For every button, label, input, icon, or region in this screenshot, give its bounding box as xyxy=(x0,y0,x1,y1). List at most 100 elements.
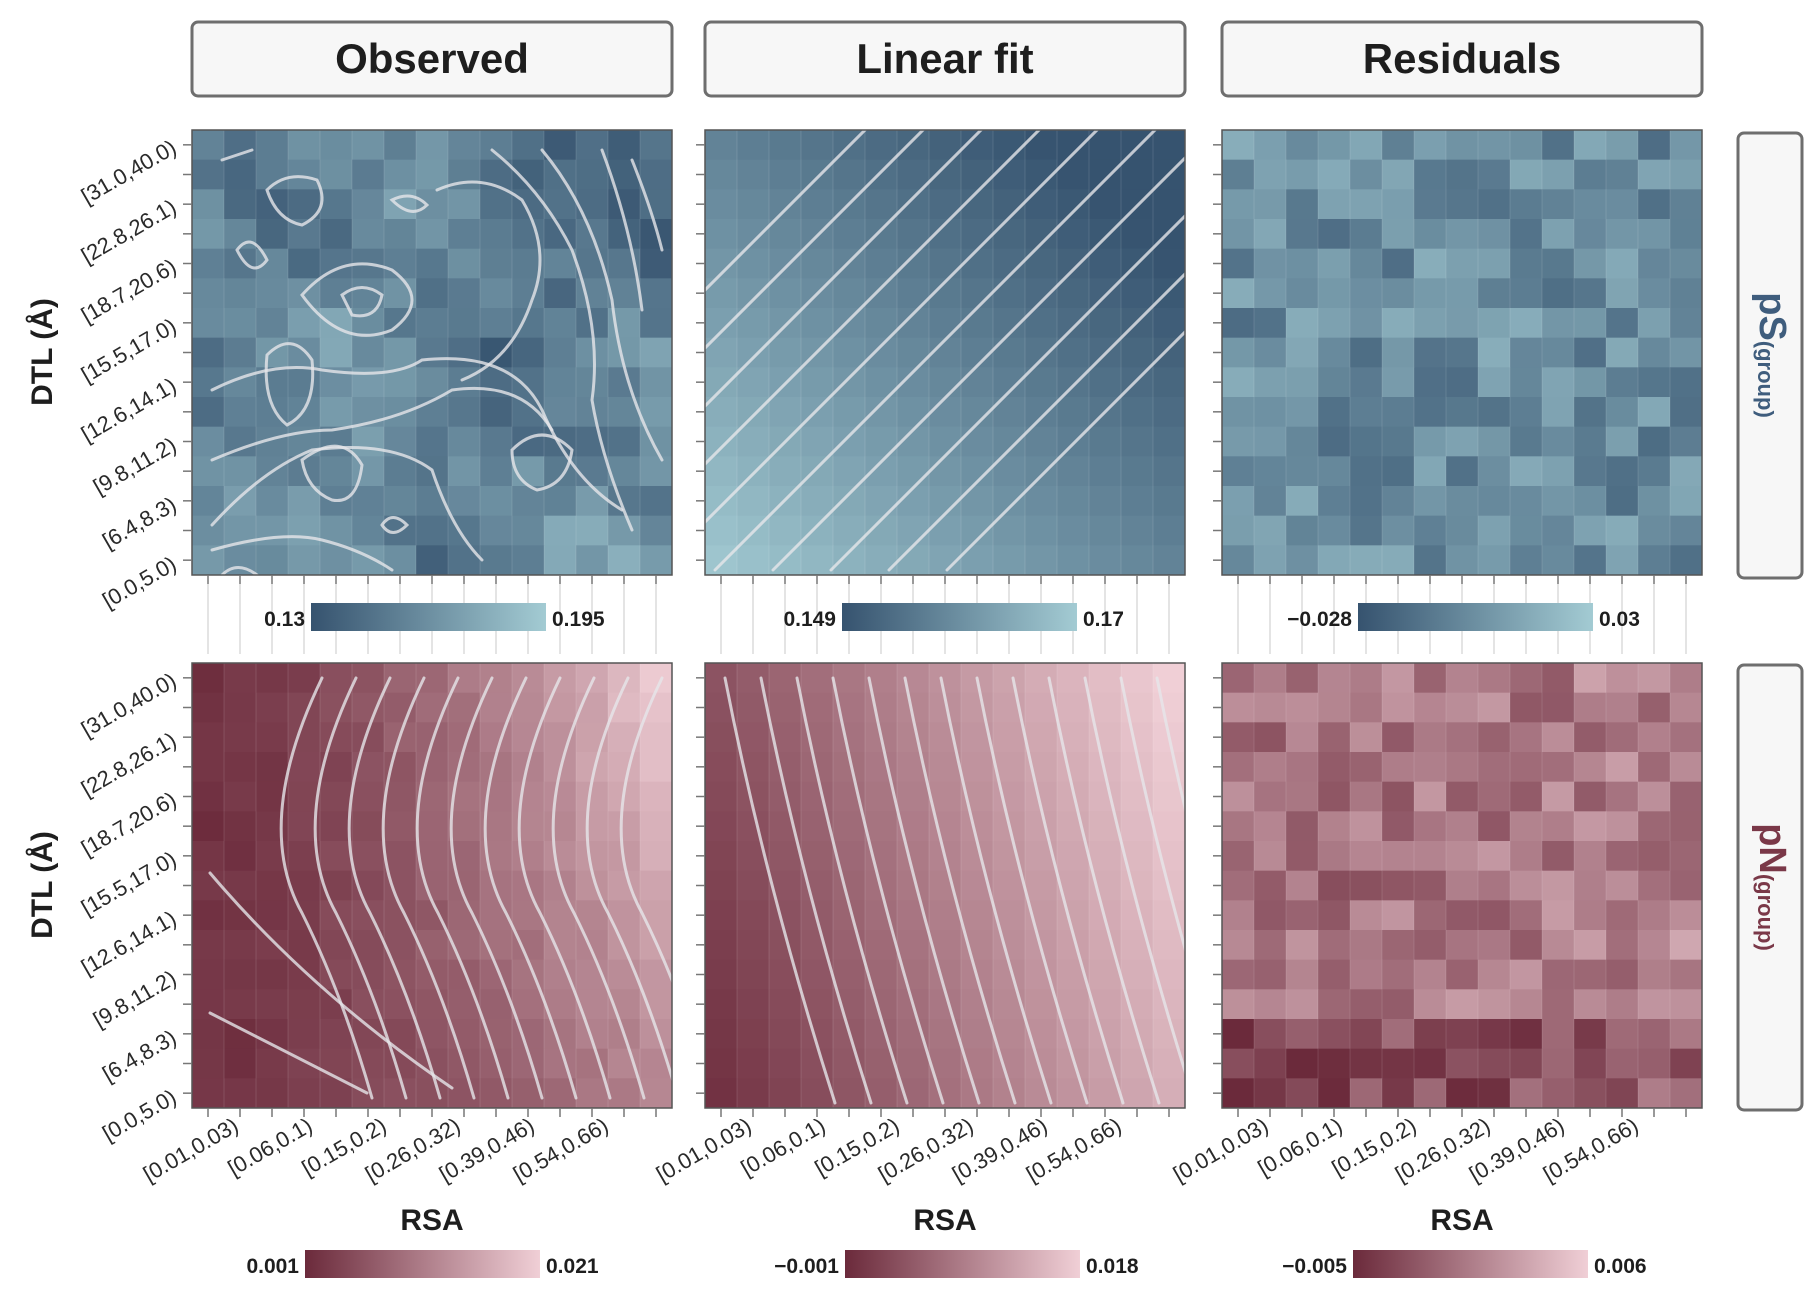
heatmap-cell xyxy=(1254,337,1287,368)
heatmap-cell xyxy=(192,189,225,220)
heatmap-cell xyxy=(320,781,353,812)
heatmap-cell xyxy=(801,545,834,575)
heatmap-cell xyxy=(352,841,385,872)
heatmap-cell xyxy=(1057,367,1090,398)
heatmap-cell xyxy=(993,1048,1026,1079)
heatmap-cell xyxy=(1606,959,1639,990)
heatmap-cell xyxy=(256,663,289,694)
heatmap-cell xyxy=(192,397,225,428)
heatmap-cell xyxy=(1478,367,1511,398)
heatmap-cell xyxy=(769,989,802,1020)
heatmap-cell xyxy=(1606,367,1639,398)
heatmap-cell xyxy=(865,397,898,428)
row-strip-box xyxy=(1736,663,1804,1112)
heatmap-cell xyxy=(384,337,417,368)
heatmap-cell xyxy=(1478,870,1511,901)
heatmap-cell xyxy=(576,486,609,517)
heatmap-cell xyxy=(1286,486,1319,517)
heatmap-cell xyxy=(1286,367,1319,398)
heatmap-ps-residuals xyxy=(1222,130,1702,575)
heatmap-cell xyxy=(1318,397,1351,428)
heatmap-cell xyxy=(640,397,672,428)
heatmap-cell xyxy=(769,189,802,220)
heatmap-cell xyxy=(1025,545,1058,575)
heatmap-cell xyxy=(705,486,738,517)
heatmap-cell xyxy=(1153,900,1185,931)
heatmap-cell xyxy=(544,515,577,546)
heatmap-cell xyxy=(1542,189,1575,220)
heatmap-cell xyxy=(608,692,641,723)
heatmap-cell xyxy=(224,752,257,783)
heatmap-cell xyxy=(993,426,1026,457)
heatmap-cell xyxy=(608,426,641,457)
heatmap-cell xyxy=(1574,900,1607,931)
heatmap-cell xyxy=(224,989,257,1020)
heatmap-cell xyxy=(1025,722,1058,753)
heatmap-cell xyxy=(384,959,417,990)
heatmap-cell xyxy=(1350,337,1383,368)
heatmap-cell xyxy=(1542,397,1575,428)
colorbar: −0.001 0.018 xyxy=(774,1250,1139,1278)
heatmap-cell xyxy=(961,159,994,190)
heatmap-cell xyxy=(1446,1078,1479,1108)
heatmap-cell xyxy=(1153,1019,1185,1050)
contour-line xyxy=(490,148,634,532)
heatmap-cell xyxy=(1350,130,1383,161)
heatmap-cell xyxy=(1542,545,1575,575)
heatmap-cell xyxy=(1318,989,1351,1020)
y-axis-title-bottom: DTL (Å) xyxy=(26,831,59,939)
contour-line xyxy=(208,871,454,1090)
heatmap-pn-observed xyxy=(192,663,672,1108)
heatmap-cell xyxy=(1478,722,1511,753)
contour-line xyxy=(759,676,873,1105)
heatmap-cell xyxy=(224,663,257,694)
heatmap-cell xyxy=(384,130,417,161)
heatmap-cell xyxy=(961,367,994,398)
heatmap-cell xyxy=(737,486,770,517)
heatmap-cell xyxy=(929,1078,962,1108)
heatmap-cell xyxy=(352,486,385,517)
heatmap-cell xyxy=(1510,278,1543,309)
heatmap-cell xyxy=(448,219,481,250)
heatmap-cell xyxy=(705,219,738,250)
heatmap-cell xyxy=(801,456,834,487)
heatmap-cell xyxy=(1606,781,1639,812)
heatmap-cell xyxy=(544,692,577,723)
contour-line xyxy=(831,676,945,1105)
heatmap-cell xyxy=(961,752,994,783)
heatmap-cell xyxy=(801,367,834,398)
heatmap-cell xyxy=(1670,841,1702,872)
heatmap-cell xyxy=(1382,219,1415,250)
contour-line xyxy=(723,676,837,1105)
heatmap-cell xyxy=(1414,397,1447,428)
heatmap-cell xyxy=(448,337,481,368)
heatmap-cell xyxy=(929,397,962,428)
heatmap-cell xyxy=(897,841,930,872)
heatmap-cell xyxy=(1414,426,1447,457)
heatmap-cell xyxy=(993,515,1026,546)
heatmap-cell xyxy=(288,930,321,961)
heatmap-cell xyxy=(1446,545,1479,575)
heatmap-cell xyxy=(865,248,898,279)
heatmap-cell xyxy=(769,692,802,723)
heatmap-cell xyxy=(1510,930,1543,961)
heatmap-cell xyxy=(192,930,225,961)
heatmap-cell xyxy=(801,189,834,220)
heatmap-cell xyxy=(1510,1048,1543,1079)
heatmap-cell xyxy=(1478,219,1511,250)
colorbar-gradient xyxy=(842,603,1077,631)
contour-line xyxy=(235,240,269,270)
heatmap-cell xyxy=(1670,545,1702,575)
heatmap-cell xyxy=(737,337,770,368)
heatmap-cell xyxy=(480,545,513,575)
heatmap-cell xyxy=(1350,545,1383,575)
heatmap-cell xyxy=(1057,841,1090,872)
heatmap-cell xyxy=(1025,870,1058,901)
heatmap-cell xyxy=(1574,456,1607,487)
heatmap-cell xyxy=(640,130,672,161)
contour-line xyxy=(210,357,624,512)
heatmap-cell xyxy=(192,367,225,398)
colorbar: 0.149 0.17 xyxy=(783,603,1124,631)
heatmap-cell xyxy=(1574,752,1607,783)
heatmap-cell xyxy=(1414,930,1447,961)
